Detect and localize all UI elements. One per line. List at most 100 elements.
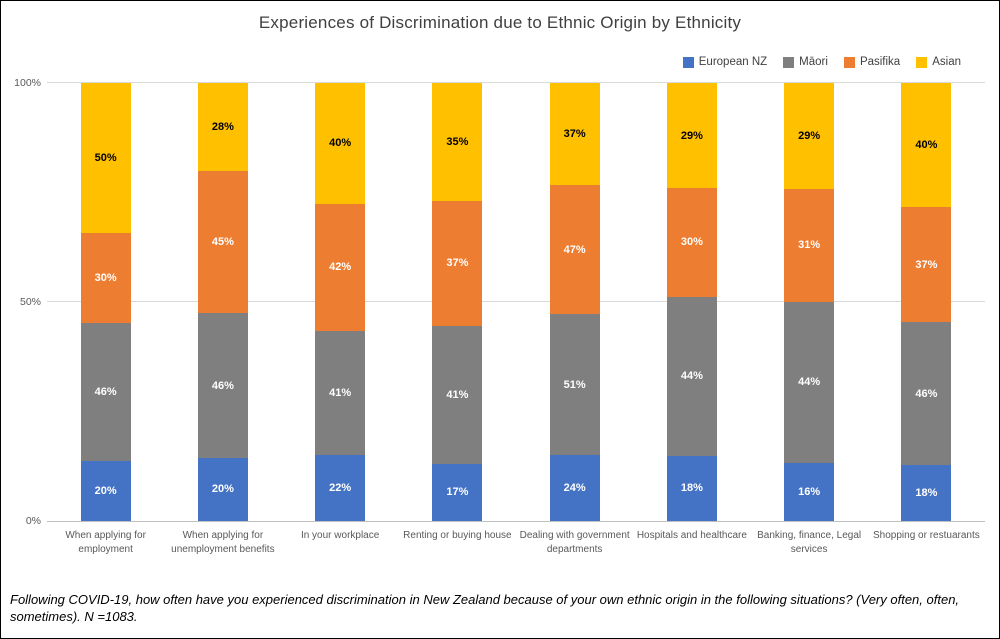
data-label: 29% [798, 129, 821, 142]
x-axis-label: When applying for unemployment benefits [171, 530, 275, 555]
legend-label: Māori [799, 56, 828, 68]
x-axis-label: When applying for employment [65, 530, 146, 555]
segment-pasifika: 42% [315, 203, 366, 331]
legend-label: European NZ [698, 56, 768, 68]
bars-row: 20% 46% 30% 50% 20% 46% 45% 28% 22% 41% 42% 40% 17% 4… [47, 83, 985, 521]
stacked-bar: 18% 46% 37% 40% [901, 83, 952, 521]
data-label: 28% [211, 121, 234, 134]
data-label: 51% [563, 378, 586, 391]
stacked-bar: 16% 44% 31% 29% [784, 83, 835, 521]
segment-pasifika: 45% [197, 171, 248, 314]
data-label: 17% [446, 486, 469, 499]
plot-area: 20% 46% 30% 50% 20% 46% 45% 28% 22% 41% 42% 40% 17% 4… [47, 82, 985, 522]
bar-column: 22% 41% 42% 40% [282, 83, 399, 521]
legend-item-european-nz: European NZ [682, 56, 768, 68]
chart-title: Experiences of Discrimination due to Eth… [258, 13, 742, 32]
data-label: 37% [563, 127, 586, 140]
data-label: 20% [94, 485, 117, 497]
legend-item-m-ori: Māori [783, 56, 828, 68]
segment-pasifika: 47% [549, 184, 600, 315]
stacked-bar: 17% 41% 37% 35% [432, 83, 483, 521]
data-label: 22% [329, 481, 352, 494]
legend-swatch-icon [682, 56, 694, 68]
legend-label: Asian [932, 56, 961, 68]
legend-item-asian: Asian [916, 56, 961, 68]
segment-asian: 29% [666, 83, 717, 188]
stacked-bar: 20% 46% 30% 50% [80, 83, 131, 521]
bar-column: 20% 46% 30% 50% [47, 83, 164, 521]
stacked-bar: 22% 41% 42% 40% [315, 83, 366, 521]
segment-m-ori: 41% [315, 330, 366, 455]
data-label: 46% [94, 386, 117, 398]
data-label: 44% [680, 370, 703, 383]
data-label: 40% [915, 139, 938, 152]
bar-column: 24% 51% 47% 37% [516, 83, 633, 521]
data-label: 47% [563, 243, 586, 256]
x-axis-label: Dealing with government departments [519, 530, 630, 555]
legend-swatch-icon [843, 56, 855, 68]
legend-swatch-icon [783, 56, 795, 68]
legend-swatch-icon [916, 56, 928, 68]
stacked-bar: 24% 51% 47% 37% [549, 83, 600, 521]
y-tick-label: 100% [14, 77, 41, 89]
segment-pasifika: 37% [432, 200, 483, 326]
segment-asian: 29% [784, 83, 835, 189]
segment-m-ori: 44% [784, 302, 835, 463]
data-label: 37% [446, 257, 469, 270]
segment-european-nz: 20% [197, 457, 248, 521]
segment-european-nz: 16% [784, 462, 835, 521]
data-label: 16% [798, 485, 821, 498]
data-label: 45% [211, 236, 234, 249]
segment-european-nz: 18% [901, 465, 952, 521]
footnote: Following COVID-19, how often have you e… [10, 591, 960, 625]
gridline [47, 301, 985, 302]
data-label: 44% [798, 376, 821, 389]
x-axis-label: Hospitals and healthcare [636, 530, 747, 541]
y-tick-label: 50% [19, 296, 41, 308]
bar-column: 18% 44% 30% 29% [633, 83, 750, 521]
segment-m-ori: 46% [197, 313, 248, 458]
bar-column: 20% 46% 45% 28% [164, 83, 281, 521]
segment-european-nz: 24% [549, 454, 600, 521]
data-label: 42% [329, 261, 352, 274]
segment-m-ori: 44% [666, 296, 717, 456]
stacked-bar: 18% 44% 30% 29% [666, 83, 717, 521]
data-label: 41% [446, 388, 469, 401]
segment-european-nz: 17% [432, 463, 483, 521]
segment-m-ori: 41% [432, 325, 483, 464]
y-tick-label: 0% [25, 515, 41, 527]
data-label: 31% [798, 239, 821, 252]
data-label: 29% [680, 129, 703, 142]
data-label: 20% [211, 483, 234, 496]
data-label: 24% [563, 481, 586, 494]
data-label: 46% [211, 379, 234, 392]
data-label: 35% [446, 135, 469, 148]
segment-asian: 40% [901, 83, 952, 208]
stacked-bar: 20% 46% 45% 28% [197, 83, 248, 521]
x-axis-label: In your workplace [300, 530, 380, 541]
data-label: 18% [680, 482, 703, 495]
data-label: 30% [94, 272, 117, 284]
x-labels-row: When applying for employment When applyin… [47, 529, 985, 556]
bar-column: 17% 41% 37% 35% [399, 83, 516, 521]
data-label: 18% [915, 487, 938, 500]
data-label: 30% [680, 236, 703, 249]
x-axis-label: Renting or buying house [403, 530, 512, 541]
legend-item-pasifika: Pasifika [843, 56, 901, 68]
x-axis-label: Shopping or restuarants [873, 530, 980, 541]
segment-asian: 50% [80, 83, 131, 233]
segment-pasifika: 30% [80, 233, 131, 323]
gridline [47, 82, 985, 83]
x-axis-label: Banking, finance, Legal services [757, 530, 862, 555]
segment-european-nz: 20% [80, 461, 131, 521]
y-axis: 0% 50% 100% [5, 77, 41, 527]
segment-pasifika: 30% [666, 187, 717, 297]
bar-column: 16% 44% 31% 29% [751, 83, 868, 521]
data-label: 46% [915, 387, 938, 400]
legend-label: Pasifika [859, 56, 901, 68]
segment-m-ori: 46% [80, 323, 131, 461]
segment-asian: 28% [197, 83, 248, 172]
segment-asian: 37% [549, 83, 600, 185]
segment-asian: 40% [315, 83, 366, 204]
